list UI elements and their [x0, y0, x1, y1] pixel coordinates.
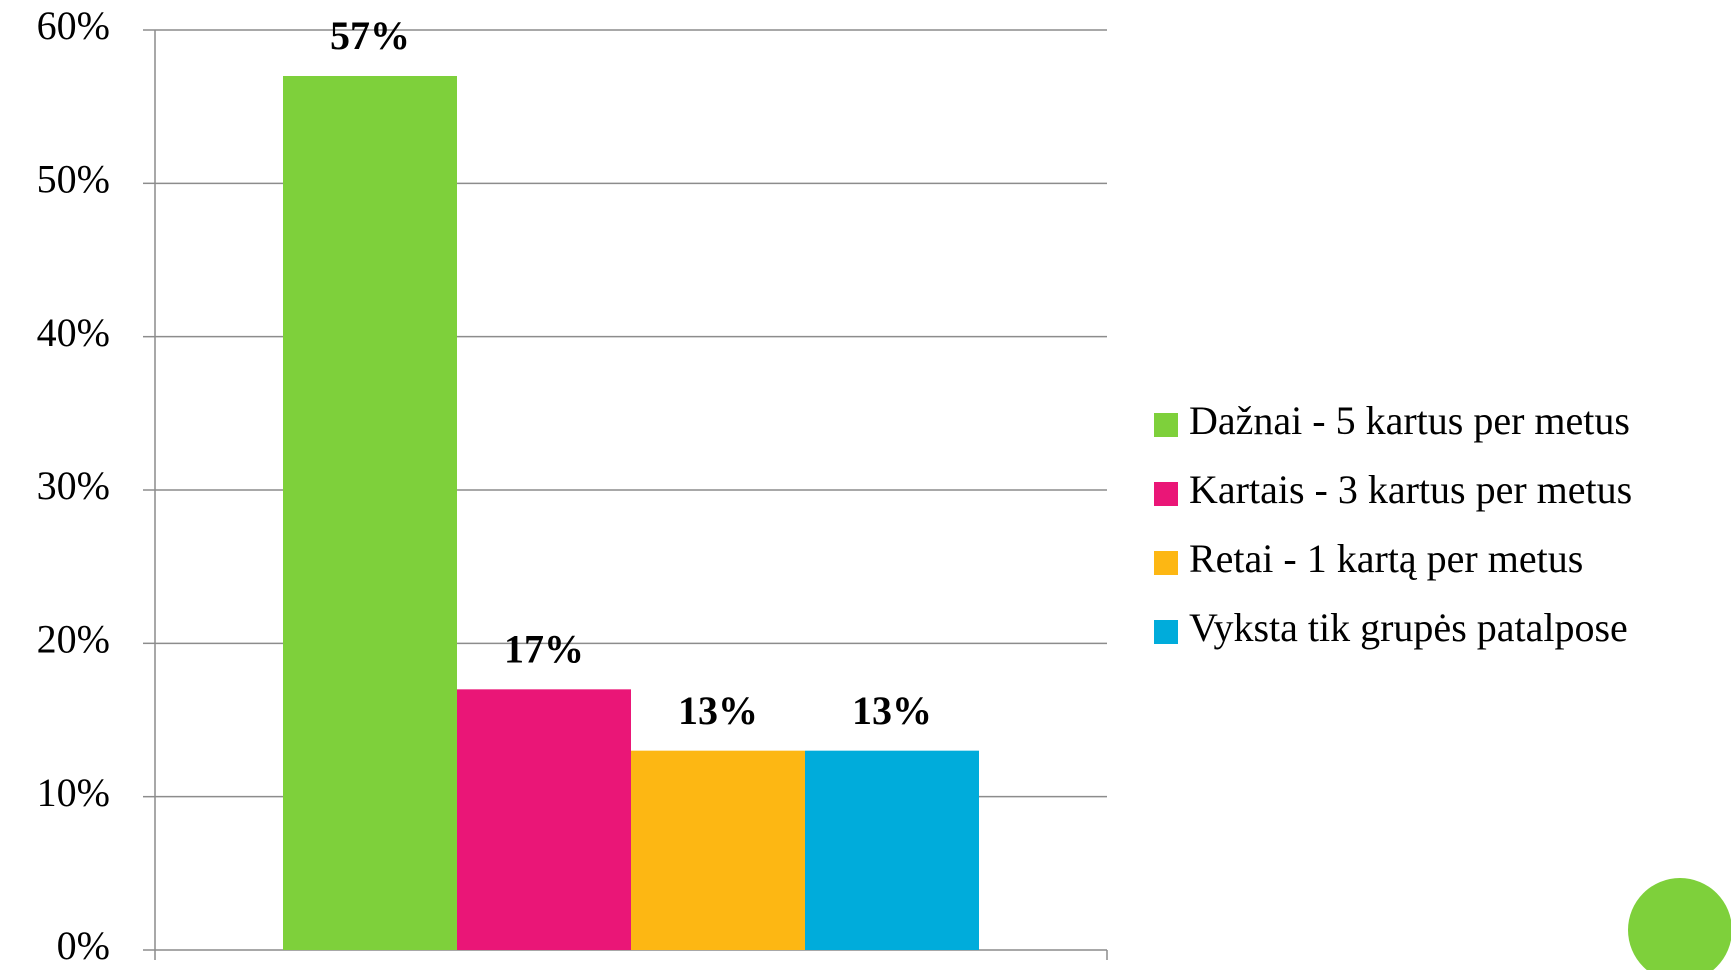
legend-swatch [1154, 551, 1178, 575]
data-label: 13% [852, 688, 932, 733]
bar [283, 76, 457, 950]
legend-label: Retai - 1 kartą per metus [1189, 536, 1583, 581]
y-tick-label: 0% [57, 923, 110, 968]
y-tick-label: 50% [37, 157, 110, 202]
bar [457, 689, 631, 950]
y-tick-label: 10% [37, 770, 110, 815]
decoration-circle [1628, 878, 1731, 970]
legend-swatch [1154, 413, 1178, 437]
data-label: 17% [504, 627, 584, 672]
bar [631, 750, 805, 950]
legend-swatch [1154, 482, 1178, 506]
y-tick-label: 40% [37, 310, 110, 355]
legend-label: Kartais - 3 kartus per metus [1189, 467, 1632, 512]
y-tick-label: 30% [37, 463, 110, 508]
y-tick-label: 60% [37, 3, 110, 48]
legend-label: Vyksta tik grupės patalpose [1189, 605, 1628, 650]
data-label: 57% [330, 13, 410, 58]
y-tick-label: 20% [37, 617, 110, 662]
legend-swatch [1154, 620, 1178, 644]
legend-label: Dažnai - 5 kartus per metus [1189, 398, 1630, 443]
bar [805, 750, 979, 950]
data-label: 13% [678, 688, 758, 733]
